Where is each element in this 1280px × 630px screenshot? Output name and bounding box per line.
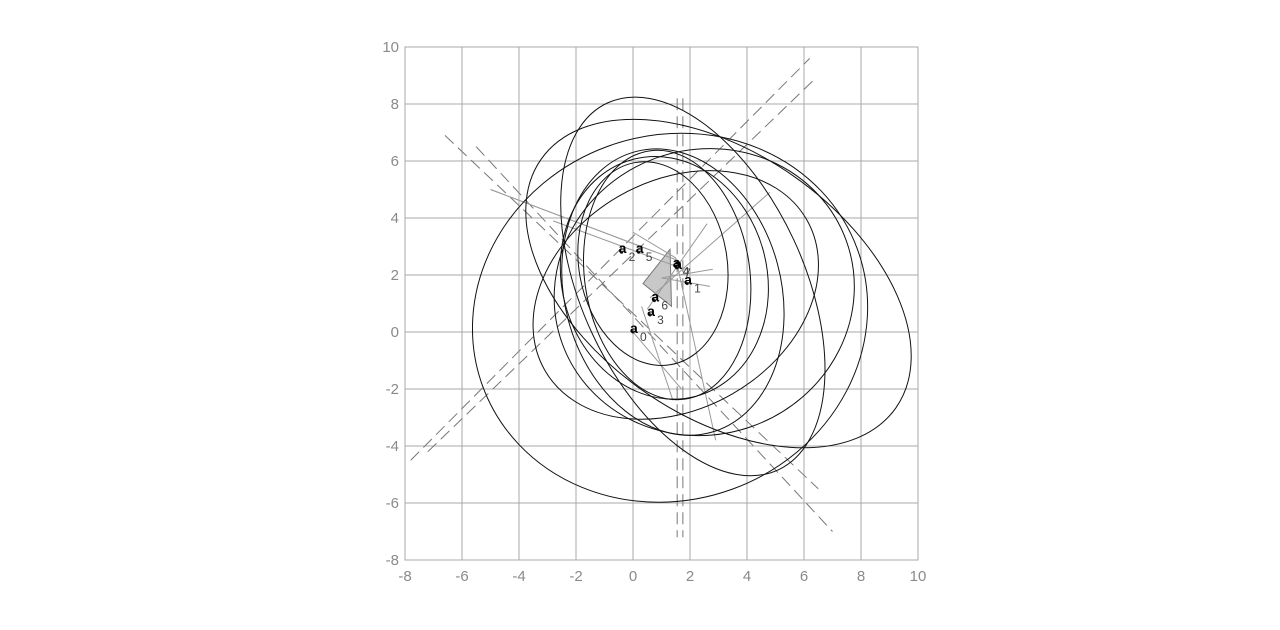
point-label: a: [673, 254, 681, 270]
point-marker: [648, 313, 652, 317]
x-tick-label: -8: [398, 568, 411, 585]
point-marker: [631, 330, 635, 334]
point-subscript: 7: [684, 266, 691, 280]
point-label: a: [647, 303, 655, 319]
solid-line: [632, 231, 677, 259]
point-subscript: 4: [683, 264, 690, 278]
y-tick-label: 10: [382, 39, 399, 56]
point-marker: [675, 266, 679, 270]
point-subscript: 0: [640, 330, 647, 344]
grid: [404, 46, 919, 561]
point-label: a: [619, 240, 627, 256]
solid-line: [632, 331, 682, 390]
dashed-line: [410, 58, 811, 461]
point-label: a: [651, 289, 659, 305]
solid-line: [490, 189, 679, 262]
y-tick-label: 4: [391, 210, 399, 227]
point-subscript: 5: [646, 250, 653, 264]
dashed-line: [444, 134, 819, 490]
ellipse: [525, 118, 912, 449]
x-tick-label: 2: [686, 568, 694, 585]
ellipse: [532, 170, 819, 420]
solid-lines: [490, 189, 771, 441]
dashed-line: [475, 146, 833, 532]
ellipses: [471, 96, 912, 503]
ellipse: [577, 161, 729, 366]
point-subscript: 6: [661, 299, 668, 313]
ellipse: [471, 132, 869, 503]
x-tick-label: -2: [569, 568, 582, 585]
ellipse: [583, 149, 752, 401]
point-marker: [685, 281, 689, 286]
solid-line: [553, 220, 685, 270]
y-tick-label: 0: [391, 324, 399, 341]
y-tick-label: -8: [386, 552, 399, 569]
point-label: a: [684, 272, 692, 288]
point-subscript: 3: [657, 313, 664, 327]
point-subscript: 1: [694, 282, 701, 296]
point-subscript: 2: [629, 250, 636, 264]
x-tick-label: -6: [455, 568, 468, 585]
x-tick-label: 8: [857, 568, 865, 585]
point-label: a: [630, 320, 638, 336]
solid-line: [661, 268, 713, 279]
dashed-lines: [410, 58, 833, 538]
x-tick-label: 6: [800, 568, 808, 585]
point-label: a: [674, 256, 682, 272]
y-tick-label: 2: [391, 267, 399, 284]
y-tick-label: -6: [386, 495, 399, 512]
x-tick-label: 0: [629, 568, 637, 585]
dashed-line: [427, 80, 813, 453]
x-tick-label: 4: [743, 568, 751, 585]
plot-frame: [404, 46, 919, 561]
solid-line: [641, 306, 674, 401]
ellipse: [553, 148, 855, 437]
point-marker: [620, 250, 624, 254]
y-tick-label: -4: [386, 438, 399, 455]
y-tick-label: 6: [391, 153, 399, 170]
y-tick-label: 8: [391, 96, 399, 113]
x-tick-label: 10: [910, 568, 927, 585]
point-marker: [652, 299, 656, 303]
point-label: a: [636, 240, 644, 256]
x-tick-label: -4: [512, 568, 525, 585]
solid-line: [649, 191, 771, 299]
y-tick-label: -2: [386, 381, 399, 398]
point-marker: [637, 250, 641, 254]
solid-line: [661, 277, 711, 287]
ellipse: [560, 96, 826, 477]
solid-line: [675, 257, 717, 441]
